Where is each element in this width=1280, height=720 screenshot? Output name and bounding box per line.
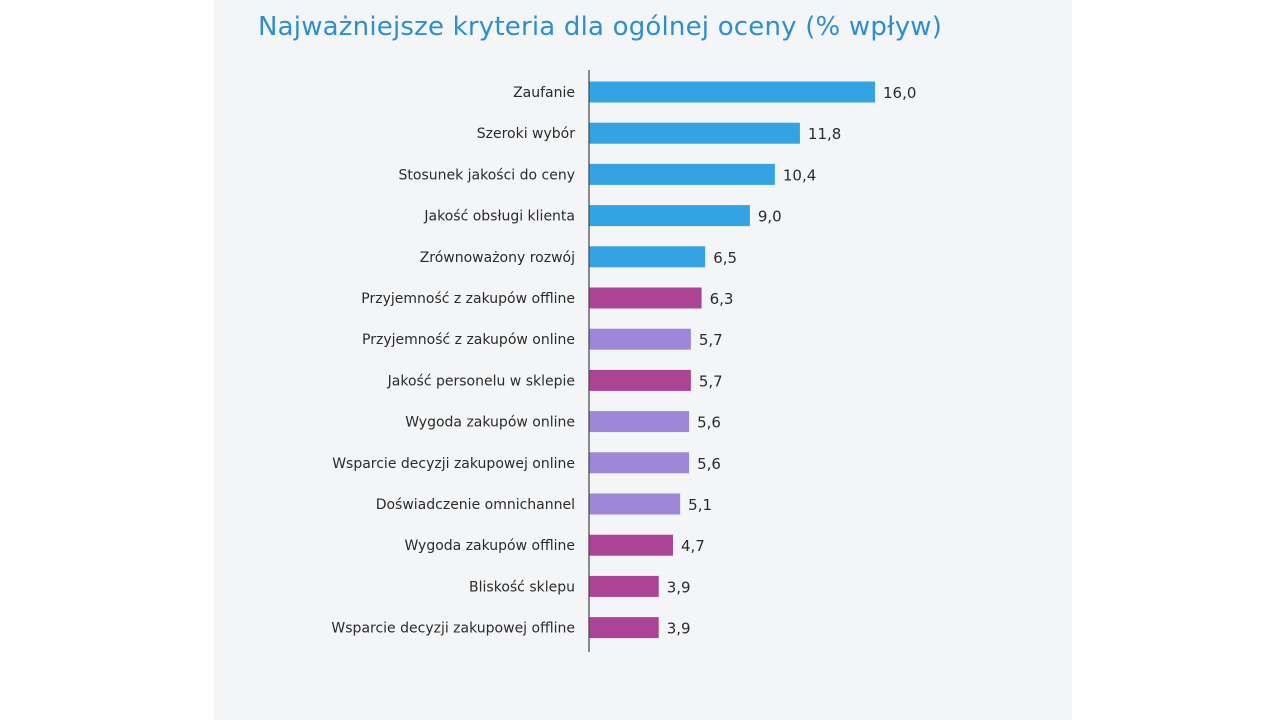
category-label: Jakość personelu w sklepie — [387, 373, 575, 389]
value-label: 11,8 — [808, 125, 841, 143]
bar — [589, 328, 691, 350]
bar — [589, 163, 775, 185]
category-label: Zaufanie — [513, 85, 575, 101]
bar — [589, 411, 690, 433]
value-label: 16,0 — [883, 84, 916, 102]
category-label: Wygoda zakupów online — [405, 415, 575, 431]
category-label: Jakość obsługi klienta — [423, 209, 575, 225]
chart-title: Najważniejsze kryteria dla ogólnej oceny… — [258, 12, 943, 42]
category-label: Zrównoważony rozwój — [420, 250, 575, 266]
bar — [589, 81, 875, 103]
bar — [589, 369, 691, 391]
value-label: 5,1 — [688, 496, 712, 514]
category-label: Wsparcie decyzji zakupowej offline — [331, 621, 575, 637]
value-label: 6,3 — [710, 290, 734, 308]
category-label: Przyjemność z zakupów online — [362, 332, 575, 348]
category-label: Stosunek jakości do ceny — [399, 167, 576, 183]
value-label: 9,0 — [758, 208, 782, 226]
bar — [589, 617, 659, 639]
value-label: 5,6 — [697, 455, 721, 473]
category-label: Wygoda zakupów offline — [404, 538, 575, 554]
value-label: 5,6 — [697, 414, 721, 432]
value-label: 5,7 — [699, 331, 723, 349]
value-label: 6,5 — [713, 249, 737, 267]
bar — [589, 534, 674, 556]
category-label: Bliskość sklepu — [469, 579, 575, 595]
value-label: 3,9 — [667, 578, 691, 596]
bar — [589, 246, 706, 268]
bar — [589, 452, 690, 474]
chart-panel: Najważniejsze kryteria dla ogólnej oceny… — [214, 0, 1072, 720]
value-label: 10,4 — [783, 166, 816, 184]
bar-chart: Zaufanie 16,0 Szeroki wybór 11,8 Stosunek ja… — [331, 70, 916, 652]
bar — [589, 122, 800, 144]
bar — [589, 575, 659, 597]
bar — [589, 493, 681, 515]
value-label: 5,7 — [699, 372, 723, 390]
category-label: Wsparcie decyzji zakupowej online — [332, 456, 575, 472]
category-label: Szeroki wybór — [477, 126, 575, 142]
value-label: 3,9 — [667, 620, 691, 638]
value-label: 4,7 — [681, 537, 705, 555]
category-label: Przyjemność z zakupów offline — [361, 291, 575, 307]
category-label: Doświadczenie omnichannel — [376, 497, 575, 513]
bar — [589, 287, 702, 309]
bar — [589, 205, 750, 227]
